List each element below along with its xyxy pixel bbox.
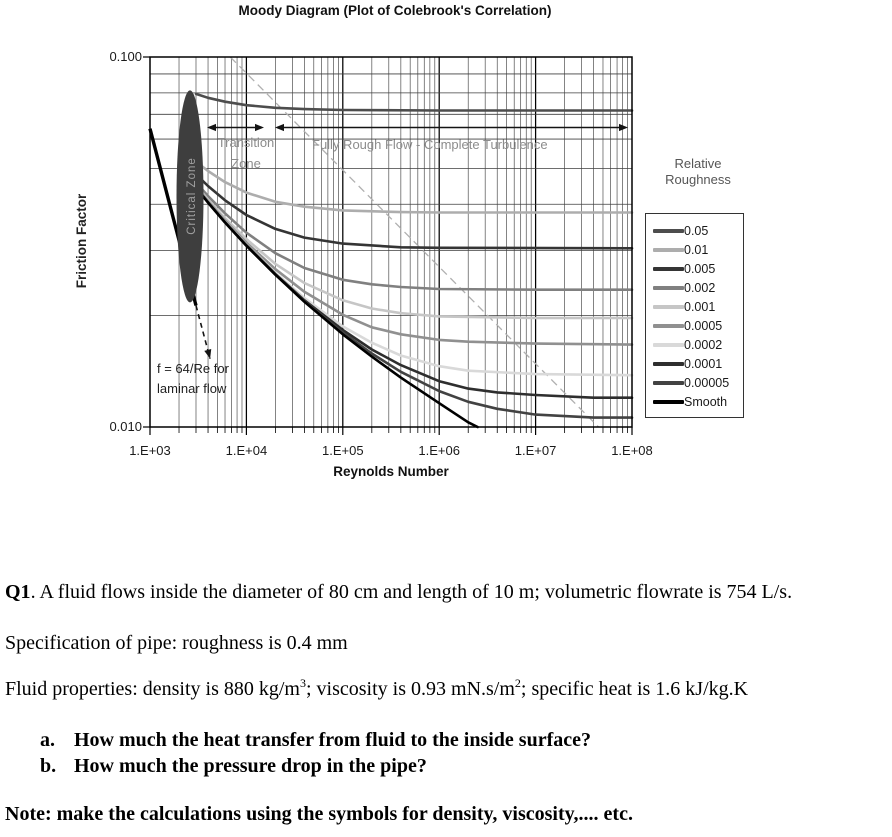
laminar-flow-label-line2: laminar flow — [157, 381, 227, 396]
legend-entry-label: 0.01 — [684, 242, 709, 257]
roughness-curve-Smooth — [194, 186, 479, 429]
roughness-curve-0.002 — [194, 181, 634, 291]
transition-boundary-dashed-line — [229, 56, 600, 428]
transition-zone-label-line2: Zone — [231, 156, 261, 171]
legend-entry-label: 0.0001 — [684, 356, 723, 371]
legend-line-sample — [653, 342, 684, 347]
item-a-text: How much the heat transfer from fluid to… — [74, 729, 591, 751]
legend-entry-label: 0.0002 — [684, 337, 723, 352]
question-item-b: b. How much the pressure drop in the pipe… — [40, 755, 427, 778]
legend-entry: 0.0005 — [653, 316, 743, 335]
tick-labels-layer: 1.E+03 1.E+04 1.E+05 1.E+06 1.E+07 1.E+08 0.10… — [109, 49, 652, 458]
x-tick-label: 1.E+07 — [515, 443, 557, 458]
props-part2: ; viscosity is 0.93 mN.s/m — [306, 678, 515, 700]
props-superscript-3: 3 — [300, 676, 306, 690]
arrowhead-left — [207, 123, 216, 132]
pipe-spec-line: Specification of pipe: roughness is 0.4 … — [5, 632, 348, 654]
x-axis-label: Reynolds Number — [333, 464, 449, 479]
x-tick-label: 1.E+04 — [226, 443, 268, 458]
x-tick-label: 1.E+05 — [322, 443, 364, 458]
legend-entry: 0.0001 — [653, 354, 743, 373]
fluid-properties-line: Fluid properties: density is 880 kg/m3; … — [5, 676, 887, 701]
legend-line-sample — [653, 266, 684, 271]
roughness-curve-0.01 — [194, 160, 634, 214]
note-line: Note: make the calculations using the sy… — [5, 803, 633, 825]
legend-entry-label: 0.0005 — [684, 318, 723, 333]
laminar-arrowhead — [204, 349, 212, 359]
transition-boundary-layer — [229, 56, 600, 428]
roughness-curve-0.005 — [194, 173, 634, 250]
legend-box: 0.05 0.01 0.005 0.002 0.001 0.0005 0.0002 0.000… — [645, 213, 744, 418]
annotation-texts: Transition Zone Fully Rough Flow - Compl… — [157, 135, 548, 396]
question-item-a: a. How much the heat transfer from fluid … — [40, 729, 591, 752]
legend-title: Relative Roughness — [665, 156, 731, 187]
fully-rough-flow-label: Fully Rough Flow - Complete Turbulence — [312, 137, 548, 152]
legend-entry: 0.05 — [653, 221, 743, 240]
critical-zone-ellipse — [176, 90, 204, 303]
legend-entry: 0.002 — [653, 278, 743, 297]
item-b-text: How much the pressure drop in the pipe? — [74, 755, 427, 777]
roughness-curve-0.05 — [194, 92, 634, 112]
transition-zone-label-line1: Transition — [218, 135, 275, 150]
chart-legend: Relative Roughness 0.05 0.01 0.005 0.002 0.0… — [645, 156, 751, 418]
legend-entry: Smooth — [653, 392, 743, 411]
x-tick-label: 1.E+08 — [611, 443, 653, 458]
x-tick-label: 1.E+06 — [418, 443, 460, 458]
legend-entry: 0.005 — [653, 259, 743, 278]
laminar-flow-label-line1: f = 64/Re for — [157, 361, 230, 376]
legend-line-sample — [653, 247, 684, 252]
legend-line-sample — [653, 304, 684, 309]
series-curves-layer — [194, 92, 634, 429]
arrowhead-right — [255, 123, 264, 132]
legend-entry-label: 0.002 — [684, 280, 716, 295]
legend-entry: 0.0002 — [653, 335, 743, 354]
q1-text: . A fluid flows inside the diameter of 8… — [30, 581, 793, 603]
item-b-marker: b. — [40, 755, 57, 777]
x-tick-label: 1.E+03 — [129, 443, 171, 458]
y-tick-label: 0.010 — [109, 419, 142, 434]
props-superscript-2: 2 — [514, 676, 521, 690]
legend-entry: 0.00005 — [653, 373, 743, 392]
zone-arrows-layer — [207, 123, 628, 132]
y-tick-label: 0.100 — [109, 49, 142, 64]
legend-entry-label: 0.00005 — [684, 375, 730, 390]
chart-title: Moody Diagram (Plot of Colebrook's Corre… — [238, 3, 552, 18]
arrowhead-right — [619, 123, 628, 132]
legend-entry: 0.01 — [653, 240, 743, 259]
legend-entry-label: 0.05 — [684, 223, 709, 238]
legend-line-sample — [653, 361, 684, 366]
arrowhead-left — [275, 123, 284, 132]
legend-line-sample — [653, 399, 684, 404]
legend-line-sample — [653, 285, 684, 290]
legend-entry-label: 0.001 — [684, 299, 716, 314]
legend-line-sample — [653, 323, 684, 328]
legend-entry-label: 0.005 — [684, 261, 716, 276]
roughness-curve-0.001 — [194, 184, 634, 320]
legend-entry: 0.001 — [653, 297, 743, 316]
critical-zone-layer — [176, 90, 204, 303]
grid-layer — [143, 56, 633, 435]
q1-label: Q1 — [5, 581, 31, 603]
props-part3: ; specific heat is 1.6 kJ/kg.K — [520, 678, 749, 700]
legend-entry-label: Smooth — [684, 394, 728, 409]
moody-diagram: Transition Zone Fully Rough Flow - Compl… — [109, 49, 652, 458]
item-a-marker: a. — [40, 729, 55, 751]
question-q1: Q1. A fluid flows inside the diameter of… — [5, 581, 887, 604]
laminar-dashed-extension — [195, 305, 211, 359]
critical-zone-label: Critical Zone — [186, 157, 198, 235]
legend-line-sample — [653, 228, 684, 233]
plot-frame — [149, 56, 633, 428]
legend-line-sample — [653, 380, 684, 385]
props-part1: Fluid properties: density is 880 kg/m — [5, 678, 300, 700]
